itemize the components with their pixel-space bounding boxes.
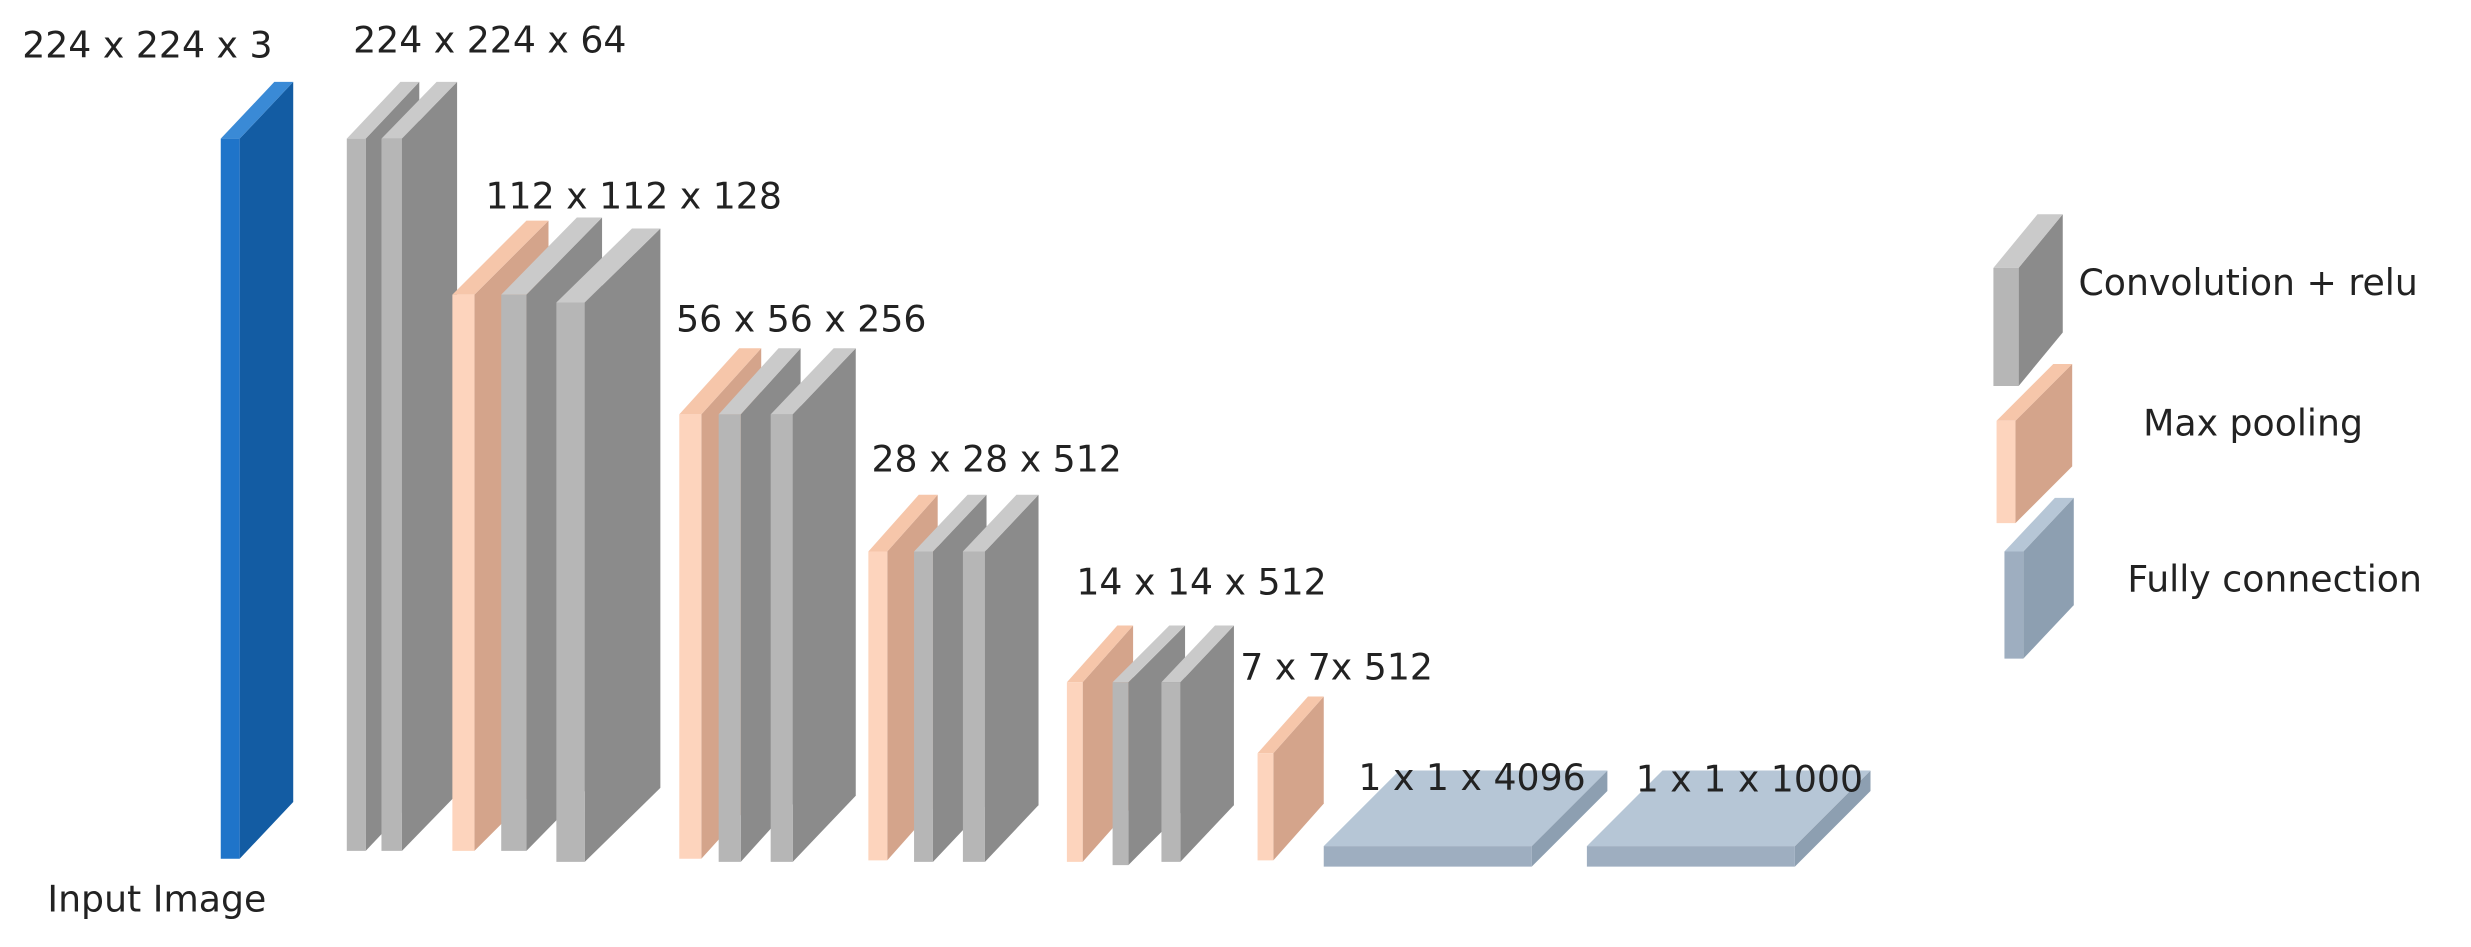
input-front — [220, 138, 240, 859]
pool-front — [1996, 420, 2016, 524]
conv-side — [1180, 625, 1234, 862]
fc-front — [2004, 551, 2024, 659]
pool-front — [679, 414, 702, 859]
conv-front — [1161, 682, 1181, 862]
layer-label: 1 x 1 x 1000 — [1636, 758, 1863, 801]
pool-top — [868, 494, 938, 552]
pool-top — [1257, 696, 1324, 754]
conv-side — [792, 348, 856, 862]
conv-side — [2018, 214, 2063, 387]
pool-front — [452, 294, 475, 851]
conv-top — [501, 217, 603, 295]
fc-front — [1586, 846, 1795, 867]
pool-top — [679, 348, 762, 415]
conv-front — [556, 302, 585, 862]
fc-top — [1323, 770, 1608, 847]
pool-front — [868, 551, 888, 861]
pool-front — [1257, 753, 1274, 861]
legend-label: Convolution + relu — [2079, 261, 2418, 304]
conv-front — [381, 138, 402, 851]
conv-top — [962, 494, 1039, 552]
input-side — [239, 81, 294, 859]
layer-label: 56 x 56 x 256 — [676, 297, 926, 340]
layer-label: 1 x 1 x 4096 — [1358, 756, 1585, 799]
conv-top — [770, 348, 856, 415]
layer-label: 14 x 14 x 512 — [1076, 561, 1326, 604]
conv-side — [584, 228, 661, 862]
conv-front — [718, 414, 741, 862]
conv-top — [1112, 625, 1186, 683]
layer-label: 224 x 224 x 3 — [22, 23, 272, 66]
conv-front — [770, 414, 793, 862]
legend-label: Fully connection — [2127, 557, 2422, 600]
conv-top — [346, 81, 420, 139]
conv-front — [1112, 682, 1129, 866]
conv-top — [381, 81, 458, 139]
input-top — [220, 81, 294, 139]
conv-front — [346, 138, 366, 851]
layer-label: 224 x 224 x 64 — [353, 19, 626, 62]
pool-front — [1066, 682, 1083, 862]
conv-top — [556, 228, 661, 303]
pool-top — [452, 220, 549, 295]
pool-side — [2015, 363, 2073, 524]
conv-front — [501, 294, 527, 851]
layer-blocks — [220, 81, 2074, 867]
conv-top — [718, 348, 801, 415]
layer-label: 28 x 28 x 512 — [872, 438, 1122, 481]
pool-top — [1066, 625, 1134, 683]
conv-top — [914, 494, 987, 552]
layer-label: 112 x 112 x 128 — [485, 175, 781, 218]
conv-front — [962, 551, 985, 862]
layer-label: 7 x 7x 512 — [1240, 646, 1433, 689]
fc-side — [1794, 770, 1871, 867]
legend-label: Max pooling — [2143, 401, 2363, 444]
fc-front — [1323, 846, 1532, 867]
fc-side — [1531, 770, 1608, 867]
conv-side — [984, 494, 1039, 862]
caption: Input Image — [47, 877, 266, 920]
pool-top — [1996, 363, 2073, 421]
conv-front — [914, 551, 933, 862]
conv-front — [1993, 267, 2019, 387]
conv-side — [401, 81, 458, 851]
pool-side — [1273, 696, 1324, 861]
fc-top — [2004, 497, 2074, 552]
fc-top — [1586, 770, 1871, 847]
conv-top — [1993, 214, 2063, 268]
conv-top — [1161, 625, 1234, 683]
